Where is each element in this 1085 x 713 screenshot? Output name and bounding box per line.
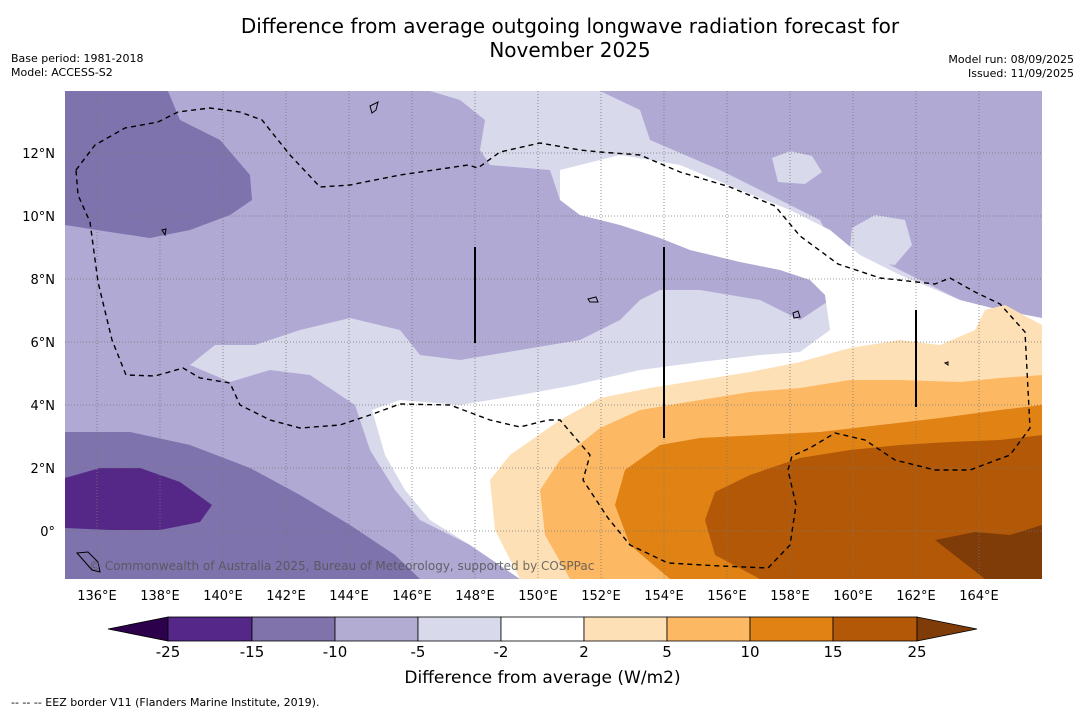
x-tick-154e: 154°E [644,589,684,604]
island-5 [75,551,101,573]
y-tick-8n: 8°N [31,273,56,288]
y-tick-0: 0° [40,525,55,540]
contour-layer [65,91,1042,579]
x-tick-156e: 156°E [707,589,747,604]
island-2 [792,310,801,319]
island-3 [587,296,599,303]
eez-footnote: -- -- -- EEZ border V11 (Flanders Marine… [11,696,320,709]
issued-text: Issued: 11/09/2025 [967,67,1074,80]
colorbar-cell-10-15 [749,616,834,642]
colorbar-cell-neg15-neg10 [251,616,336,642]
contour-band-neg15-neg10-north [65,91,252,238]
island-4 [943,361,949,366]
base-period-text: Base period: 1981-2018 [11,52,144,65]
x-tick-150e: 150°E [518,589,558,604]
map-title: Difference from average outgoing longwav… [0,14,1085,62]
colorbar-cell-2-5 [583,616,668,642]
title-line-1: Difference from average outgoing longwav… [240,14,900,38]
colorbar-label-2: 2 [579,643,589,661]
colorbar-label-neg5: -5 [410,643,426,661]
x-tick-162e: 162°E [896,589,936,604]
colorbar-min-extend [107,616,169,642]
y-axis-ticks: 12°N 10°N 8°N 6°N 4°N 2°N 0° [22,147,55,540]
colorbar-label-neg2: -2 [493,643,509,661]
colorbar-label-15: 15 [823,643,843,661]
x-tick-146e: 146°E [392,589,432,604]
colorbar-label-5: 5 [662,643,672,661]
y-tick-12n: 12°N [22,147,55,162]
colorbar-cell-neg10-neg5 [334,616,419,642]
contour-band-neg15-neg10-south [65,432,420,579]
colorbar-cell-neg25-neg15 [167,616,253,642]
y-tick-4n: 4°N [31,399,56,414]
meta-right: Model run: 08/09/2025 Issued: 11/09/2025 [948,53,1074,81]
colorbar-cell-neg5-neg2 [417,616,502,642]
x-tick-138e: 138°E [140,589,180,604]
x-tick-136e: 136°E [77,589,117,604]
island-1 [369,101,379,114]
x-tick-160e: 160°E [833,589,873,604]
x-tick-148e: 148°E [455,589,495,604]
y-tick-6n: 6°N [31,336,56,351]
x-tick-142e: 142°E [266,589,306,604]
meta-left: Base period: 1981-2018 Model: ACCESS-S2 [11,52,143,80]
colorbar [107,616,978,642]
colorbar-max-extend [916,616,978,642]
model-text: Model: ACCESS-S2 [11,66,113,79]
x-axis-ticks: 136°E 138°E 140°E 142°E 144°E 146°E 148°… [77,589,999,604]
contour-blob-north-1 [772,151,822,184]
x-tick-144e: 144°E [329,589,369,604]
model-run-text: Model run: 08/09/2025 [948,53,1074,66]
y-tick-10n: 10°N [22,210,55,225]
x-tick-158e: 158°E [770,589,810,604]
colorbar-label-neg10: -10 [322,643,348,661]
colorbar-title: Difference from average (W/m2) [404,668,681,688]
x-tick-152e: 152°E [581,589,621,604]
island-6 [161,228,167,237]
colorbar-label-10: 10 [740,643,760,661]
eez-border [75,107,1031,569]
colorbar-label-25: 25 [907,643,927,661]
copyright-text: © Commonwealth of Australia 2025, Bureau… [89,559,594,573]
x-tick-164e: 164°E [959,589,999,604]
islands [75,101,949,573]
colorbar-cell-5-10 [666,616,751,642]
colorbar-label-neg25: -25 [155,643,181,661]
contour-blob-north-3 [568,290,583,302]
contour-band-above-25 [935,525,1042,579]
colorbar-cell-neg2-2 [500,616,585,642]
y-tick-2n: 2°N [31,462,56,477]
colorbar-cell-15-25 [832,616,918,642]
x-tick-140e: 140°E [203,589,243,604]
contour-band-neg25-neg15 [65,468,212,530]
contour-blob-north-2 [850,215,912,265]
colorbar-label-neg15: -15 [239,643,265,661]
gridlines [65,91,1042,579]
title-line-2: November 2025 [489,38,651,62]
marker-lines [474,247,917,438]
